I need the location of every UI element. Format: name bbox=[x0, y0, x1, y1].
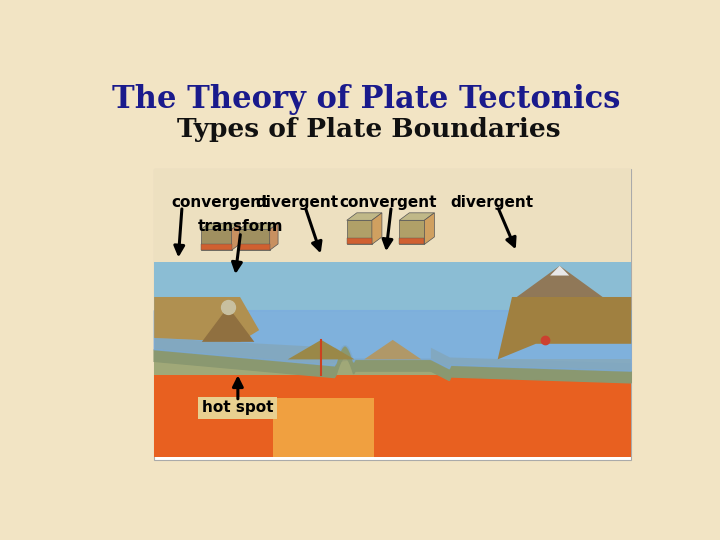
Polygon shape bbox=[424, 213, 434, 245]
Polygon shape bbox=[154, 346, 631, 383]
Polygon shape bbox=[347, 220, 372, 245]
Polygon shape bbox=[154, 297, 259, 342]
Text: Types of Plate Boundaries: Types of Plate Boundaries bbox=[177, 117, 561, 142]
Polygon shape bbox=[400, 220, 424, 245]
Polygon shape bbox=[239, 230, 270, 250]
Text: divergent: divergent bbox=[255, 194, 338, 210]
Polygon shape bbox=[239, 245, 270, 250]
Polygon shape bbox=[239, 223, 278, 230]
FancyBboxPatch shape bbox=[154, 169, 631, 262]
Text: hot spot: hot spot bbox=[202, 400, 274, 415]
Polygon shape bbox=[154, 338, 354, 365]
Polygon shape bbox=[288, 340, 354, 360]
Polygon shape bbox=[372, 213, 382, 245]
Polygon shape bbox=[431, 348, 631, 375]
Polygon shape bbox=[347, 238, 372, 245]
FancyBboxPatch shape bbox=[274, 399, 374, 457]
Text: transform: transform bbox=[198, 219, 284, 234]
FancyBboxPatch shape bbox=[154, 375, 631, 457]
FancyBboxPatch shape bbox=[154, 262, 631, 369]
Polygon shape bbox=[550, 266, 570, 275]
Polygon shape bbox=[154, 310, 631, 371]
Polygon shape bbox=[201, 230, 232, 250]
Text: convergent: convergent bbox=[171, 194, 269, 210]
Polygon shape bbox=[270, 223, 278, 250]
Text: divergent: divergent bbox=[450, 194, 534, 210]
Polygon shape bbox=[364, 340, 421, 360]
Polygon shape bbox=[232, 223, 240, 250]
Polygon shape bbox=[400, 238, 424, 245]
Polygon shape bbox=[202, 307, 254, 342]
Polygon shape bbox=[347, 213, 382, 220]
FancyBboxPatch shape bbox=[154, 168, 631, 460]
Text: The Theory of Plate Tectonics: The Theory of Plate Tectonics bbox=[112, 84, 621, 114]
Polygon shape bbox=[498, 297, 631, 360]
Polygon shape bbox=[517, 266, 603, 297]
Polygon shape bbox=[154, 360, 631, 375]
Polygon shape bbox=[201, 223, 240, 230]
Polygon shape bbox=[400, 213, 434, 220]
Polygon shape bbox=[201, 245, 232, 250]
Text: convergent: convergent bbox=[340, 194, 437, 210]
